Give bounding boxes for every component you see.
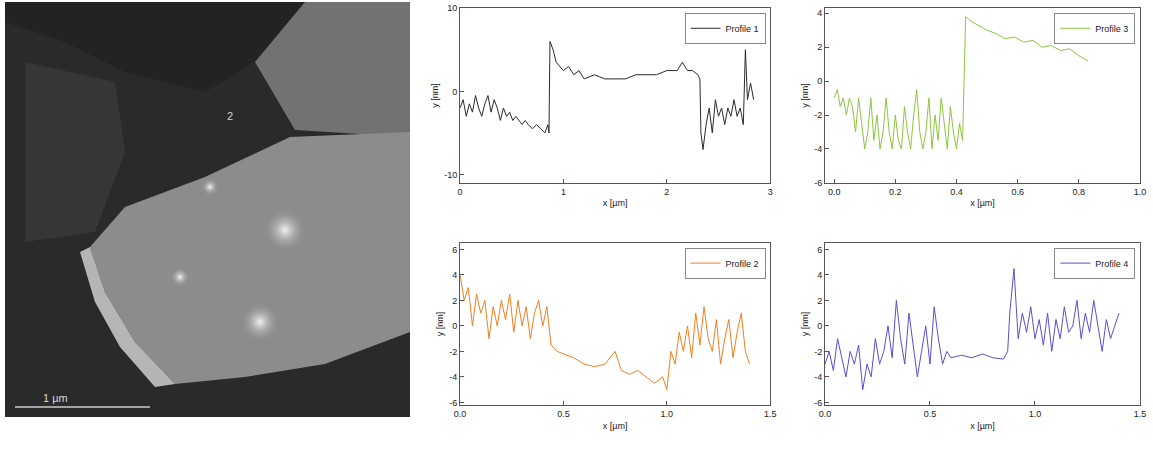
svg-text:10: 10 [447,3,457,13]
svg-text:0.0: 0.0 [819,409,832,419]
svg-text:-6: -6 [814,178,822,188]
svg-text:y [nm]: y [nm] [800,83,810,108]
svg-text:0.0: 0.0 [828,187,841,197]
svg-text:-2: -2 [814,347,822,357]
svg-text:0: 0 [452,321,457,331]
svg-text:Profile 3: Profile 3 [1095,24,1128,34]
svg-text:-6: -6 [814,398,822,408]
svg-text:x [µm]: x [µm] [970,198,995,208]
svg-text:0.5: 0.5 [924,409,937,419]
svg-text:0.8: 0.8 [1073,187,1086,197]
svg-text:1.5: 1.5 [1134,409,1147,419]
svg-text:6: 6 [817,245,822,255]
svg-text:x [µm]: x [µm] [970,421,995,431]
svg-text:-10: -10 [444,170,457,180]
svg-text:0.0: 0.0 [454,409,467,419]
svg-text:0.6: 0.6 [1011,187,1024,197]
svg-text:1.0: 1.0 [1029,409,1042,419]
svg-text:1: 1 [561,187,566,197]
svg-text:3: 3 [768,187,773,197]
svg-text:2: 2 [817,296,822,306]
svg-text:0: 0 [458,187,463,197]
svg-text:-6: -6 [449,398,457,408]
svg-text:1.0: 1.0 [1134,187,1147,197]
svg-text:0.5: 0.5 [557,409,570,419]
svg-text:Profile 2: Profile 2 [726,259,759,269]
svg-text:4: 4 [817,8,822,18]
svg-text:x [µm]: x [µm] [603,198,628,208]
svg-text:-4: -4 [449,372,457,382]
svg-text:1 µm: 1 µm [43,392,68,404]
svg-text:Profile 4: Profile 4 [1095,259,1128,269]
svg-text:-4: -4 [814,144,822,154]
svg-text:6: 6 [452,245,457,255]
svg-text:-4: -4 [814,372,822,382]
svg-text:Profile 1: Profile 1 [726,24,759,34]
svg-text:0: 0 [817,76,822,86]
svg-text:x [µm]: x [µm] [603,421,628,431]
svg-text:1.0: 1.0 [661,409,674,419]
svg-text:y [nm]: y [nm] [430,83,440,108]
svg-text:-2: -2 [449,347,457,357]
svg-text:4: 4 [452,270,457,280]
svg-text:2: 2 [817,42,822,52]
svg-text:-2: -2 [814,110,822,120]
svg-text:0.4: 0.4 [950,187,963,197]
svg-text:2: 2 [452,296,457,306]
svg-text:4: 4 [817,270,822,280]
svg-text:y [nm]: y [nm] [800,312,810,337]
svg-text:0: 0 [817,321,822,331]
svg-text:2: 2 [227,110,233,122]
svg-text:1.5: 1.5 [764,409,777,419]
svg-text:0: 0 [452,87,457,97]
svg-text:2: 2 [664,187,669,197]
svg-text:y [nm]: y [nm] [435,312,445,337]
svg-text:0.2: 0.2 [889,187,902,197]
